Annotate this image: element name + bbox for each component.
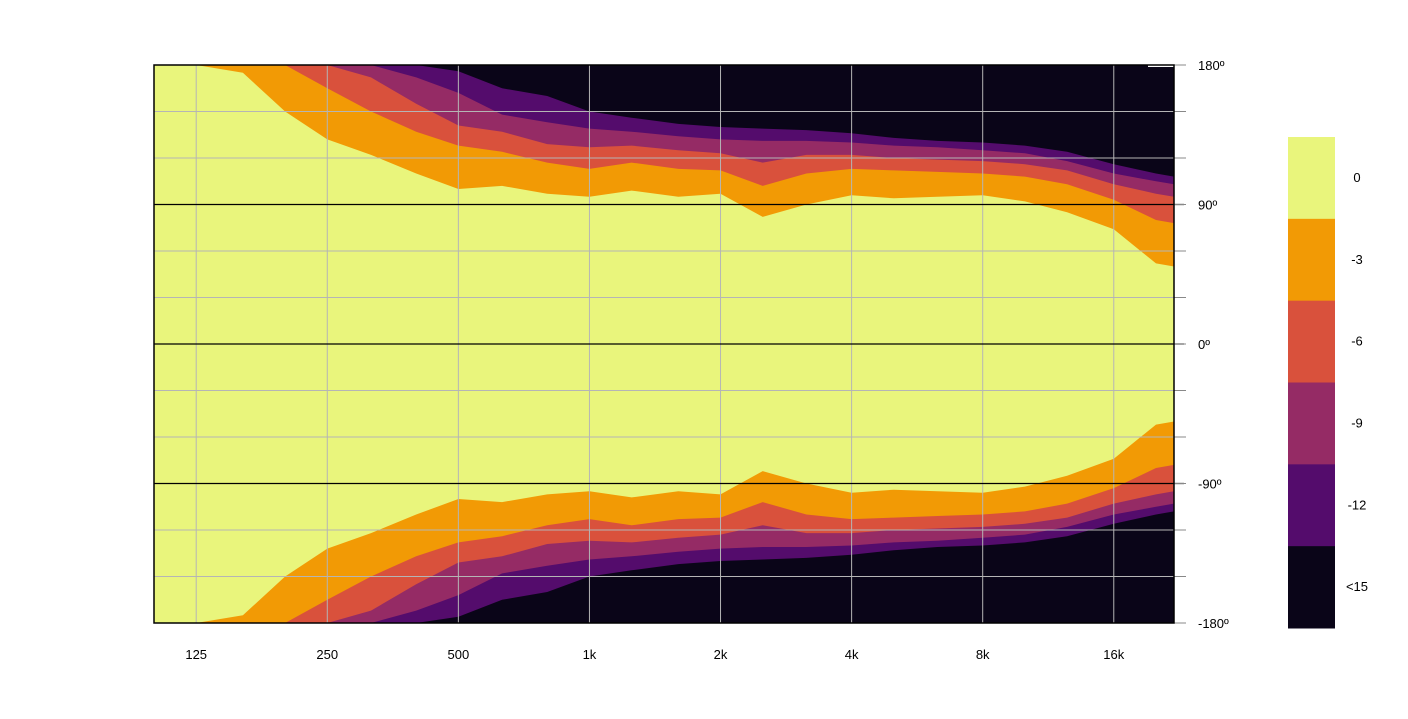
grid xyxy=(154,64,1186,624)
legend-label: -9 xyxy=(1351,415,1363,430)
x-tick-label: 16k xyxy=(1103,647,1124,662)
legend-label: 0 xyxy=(1353,170,1360,185)
y-tick-label: 180º xyxy=(1198,58,1225,73)
x-tick-label: 2k xyxy=(714,647,728,662)
legend-label: -3 xyxy=(1351,252,1363,267)
legend-label: -12 xyxy=(1348,497,1367,512)
x-tick-label: 1k xyxy=(583,647,597,662)
x-tick-label: 8k xyxy=(976,647,990,662)
x-tick-label: 250 xyxy=(316,647,338,662)
legend-swatch xyxy=(1288,300,1335,383)
color-legend: 0 -3 -6 -9 -12 <15 xyxy=(1288,137,1368,629)
band-minus15-upper xyxy=(154,65,1174,177)
x-tick-label: 125 xyxy=(185,647,207,662)
legend-label: -6 xyxy=(1351,334,1363,349)
y-tick-label: -90º xyxy=(1198,477,1222,492)
legend-swatch xyxy=(1288,137,1335,220)
legend-swatch xyxy=(1288,218,1335,302)
legend-swatch xyxy=(1288,382,1335,465)
legend-swatch xyxy=(1288,546,1335,629)
y-tick-label: -180º xyxy=(1198,616,1229,631)
x-tick-label: 4k xyxy=(845,647,859,662)
x-tick-label: 500 xyxy=(448,647,470,662)
y-axis: 180º 90º 0º -90º -180º xyxy=(1198,58,1229,631)
band-minus15-lower xyxy=(154,511,1174,623)
y-tick-label: 0º xyxy=(1198,337,1210,352)
legend-swatch xyxy=(1288,464,1335,547)
x-axis: 125 250 500 1k 2k 4k 8k 16k xyxy=(185,647,1124,662)
legend-label: <15 xyxy=(1346,579,1368,594)
y-tick-label: 90º xyxy=(1198,198,1217,213)
plot-frame xyxy=(153,64,1175,624)
